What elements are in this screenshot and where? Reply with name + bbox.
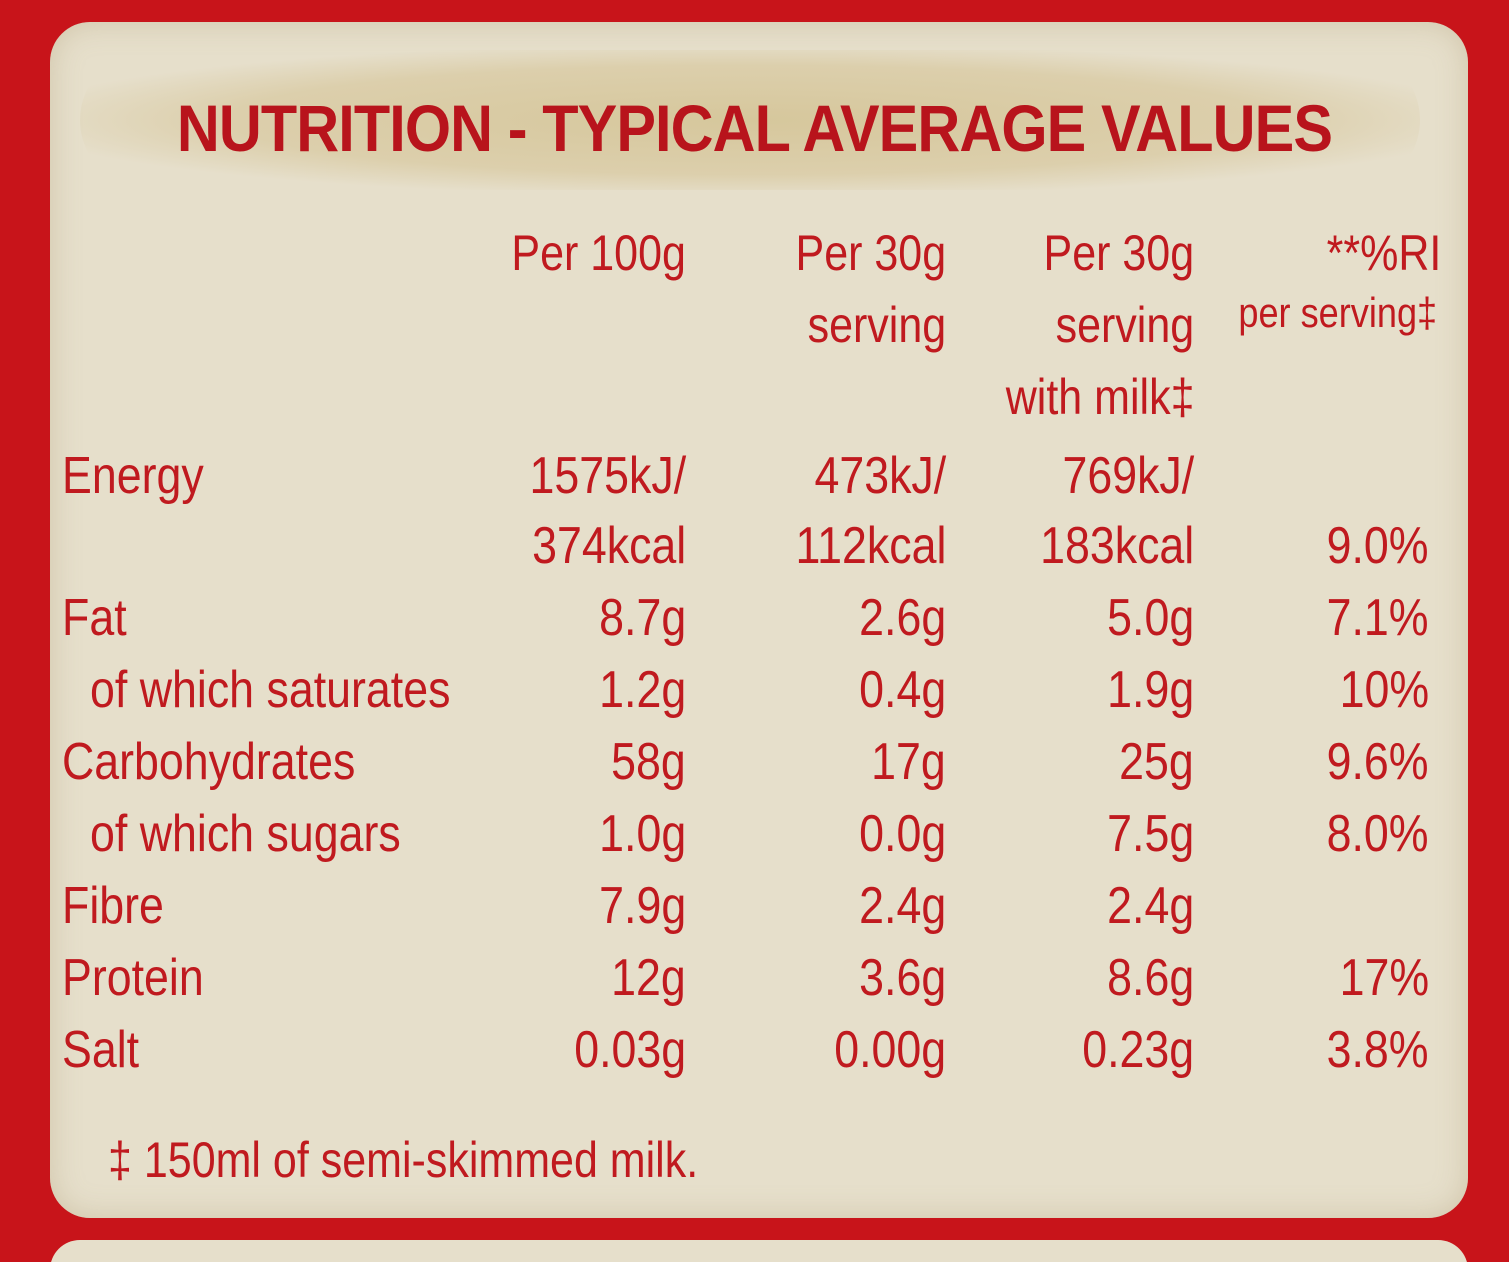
energy-kcal-per-30g: 112kcal bbox=[795, 517, 946, 575]
fat-per-100g: 8.7g bbox=[598, 589, 686, 647]
footnote: ‡ 150ml of semi-skimmed milk. bbox=[108, 1132, 699, 1188]
protein-ri: 17% bbox=[1339, 949, 1429, 1007]
sugars-ri: 8.0% bbox=[1327, 805, 1429, 863]
energy-kcal-with-milk: 183kcal bbox=[1039, 517, 1194, 575]
title-band bbox=[80, 50, 1420, 190]
header-with-milk-line2: serving bbox=[1055, 297, 1194, 353]
energy-kj-with-milk: 769kJ/ bbox=[1062, 447, 1194, 505]
table-title: NUTRITION - TYPICAL AVERAGE VALUES bbox=[176, 91, 1333, 165]
header-with-milk-line1: Per 30g bbox=[1043, 225, 1194, 281]
nutrition-panel bbox=[50, 22, 1468, 1218]
header-ri-line2: per serving‡ bbox=[1238, 289, 1437, 336]
salt-per-30g: 0.00g bbox=[834, 1021, 946, 1079]
protein-with-milk: 8.6g bbox=[1106, 949, 1194, 1007]
energy-kj-per-100g: 1575kJ/ bbox=[529, 447, 686, 505]
protein-per-100g: 12g bbox=[611, 949, 686, 1007]
fat-ri: 7.1% bbox=[1327, 589, 1429, 647]
saturates-ri: 10% bbox=[1339, 661, 1429, 719]
sugars-per-100g: 1.0g bbox=[598, 805, 686, 863]
fibre-with-milk: 2.4g bbox=[1106, 877, 1194, 935]
row-label-protein: Protein bbox=[62, 949, 204, 1007]
row-label-fat: Fat bbox=[62, 589, 127, 647]
fibre-per-30g: 2.4g bbox=[858, 877, 946, 935]
fibre-per-100g: 7.9g bbox=[598, 877, 686, 935]
header-ri-line1: **%RI bbox=[1326, 225, 1441, 281]
salt-ri: 3.8% bbox=[1327, 1021, 1429, 1079]
sugars-per-30g: 0.0g bbox=[858, 805, 946, 863]
row-label-sugars: of which sugars bbox=[90, 805, 401, 863]
carbohydrates-per-30g: 17g bbox=[871, 733, 946, 791]
saturates-with-milk: 1.9g bbox=[1106, 661, 1194, 719]
salt-with-milk: 0.23g bbox=[1082, 1021, 1194, 1079]
carbohydrates-with-milk: 25g bbox=[1119, 733, 1194, 791]
row-label-saturates: of which saturates bbox=[90, 661, 451, 719]
sugars-with-milk: 7.5g bbox=[1106, 805, 1194, 863]
salt-per-100g: 0.03g bbox=[574, 1021, 686, 1079]
row-label-carbohydrates: Carbohydrates bbox=[62, 733, 356, 791]
header-per-30g-line1: Per 30g bbox=[795, 225, 946, 281]
row-label-salt: Salt bbox=[62, 1021, 140, 1079]
energy-ri: 9.0% bbox=[1327, 517, 1429, 575]
header-per-30g-line2: serving bbox=[807, 297, 946, 353]
header-per-100g: Per 100g bbox=[511, 225, 686, 281]
saturates-per-30g: 0.4g bbox=[858, 661, 946, 719]
fat-with-milk: 5.0g bbox=[1106, 589, 1194, 647]
fat-per-30g: 2.6g bbox=[858, 589, 946, 647]
carbohydrates-ri: 9.6% bbox=[1327, 733, 1429, 791]
row-label-fibre: Fibre bbox=[62, 877, 164, 935]
protein-per-30g: 3.6g bbox=[858, 949, 946, 1007]
energy-kj-per-30g: 473kJ/ bbox=[814, 447, 946, 505]
carbohydrates-per-100g: 58g bbox=[611, 733, 686, 791]
row-label-energy: Energy bbox=[62, 447, 204, 505]
energy-kcal-per-100g: 374kcal bbox=[531, 517, 686, 575]
lower-panel-edge bbox=[50, 1240, 1468, 1262]
header-with-milk-line3: with milk‡ bbox=[1005, 369, 1194, 425]
saturates-per-100g: 1.2g bbox=[598, 661, 686, 719]
